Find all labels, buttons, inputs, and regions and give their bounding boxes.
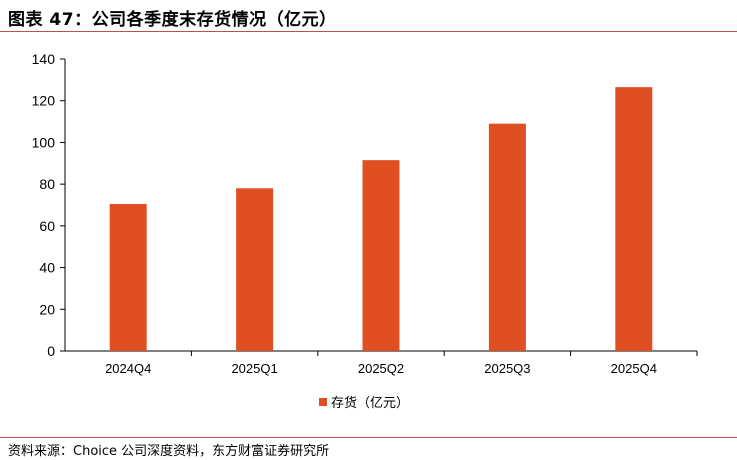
y-tick-label: 120	[32, 93, 56, 109]
legend-swatch	[319, 398, 327, 406]
figure-title: 图表 47：公司各季度末存货情况（亿元）	[8, 10, 337, 30]
y-tick-label: 60	[39, 218, 55, 234]
bar	[236, 188, 274, 351]
y-tick-label: 140	[32, 51, 56, 67]
x-tick-label: 2025Q1	[231, 361, 277, 376]
x-tick-label: 2025Q2	[358, 361, 404, 376]
legend-label: 存货（亿元）	[331, 395, 409, 410]
source-divider	[0, 437, 737, 438]
y-tick-label: 20	[39, 301, 55, 317]
bar	[362, 160, 400, 351]
y-tick-label: 40	[39, 260, 55, 276]
y-tick-label: 0	[47, 343, 55, 359]
x-tick-label: 2025Q3	[484, 361, 530, 376]
y-tick-label: 80	[39, 176, 55, 192]
source-note: 资料来源：Choice 公司深度资料，东方财富证券研究所	[8, 444, 330, 459]
bar	[488, 123, 526, 352]
bar	[109, 203, 147, 351]
title-divider	[0, 31, 737, 32]
bar	[615, 87, 653, 352]
x-tick-label: 2024Q4	[105, 361, 151, 376]
bar-chart: 0 20 40 60 80 100 120 140 2024Q4 2025Q1 2025Q2 2025…	[32, 51, 698, 410]
x-tick-label: 2025Q4	[611, 361, 657, 376]
y-tick-label: 100	[32, 134, 56, 150]
